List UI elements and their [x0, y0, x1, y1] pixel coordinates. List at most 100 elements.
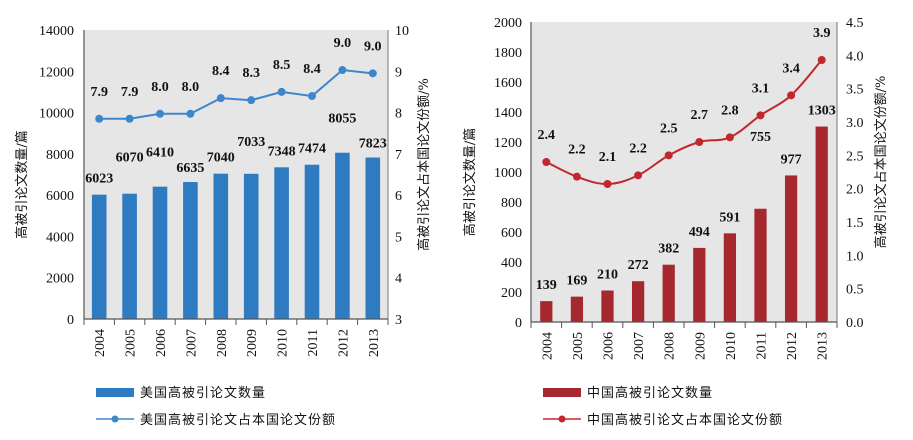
usa-bar-label: 6023 — [85, 172, 113, 187]
usa-share-label: 8.4 — [303, 62, 321, 77]
china-right-y-tick-label: 1.0 — [846, 249, 864, 264]
china-x-tick-label: 2007 — [632, 332, 647, 360]
usa-share-label: 8.4 — [212, 64, 230, 79]
usa-left-y-tick-label: 2000 — [46, 272, 74, 287]
china-bar-2008 — [662, 264, 675, 322]
china-share-label: 3.1 — [752, 81, 770, 96]
china-bar-2012 — [784, 175, 798, 322]
usa-share-point-2010 — [277, 87, 286, 96]
china-bar-label: 591 — [719, 210, 740, 225]
usa-x-tick-label: 2004 — [93, 329, 108, 357]
usa-bar-2007 — [183, 182, 198, 319]
china-share-label: 2.8 — [721, 103, 739, 118]
china-share-point-2010 — [725, 133, 734, 142]
usa-bar-label: 7040 — [207, 151, 235, 166]
usa-share-point-2013 — [368, 69, 377, 78]
china-share-label: 2.4 — [538, 128, 556, 143]
china-share-point-2013 — [817, 56, 826, 64]
usa-bar-2006 — [152, 186, 168, 319]
china-share-point-2004 — [542, 158, 551, 166]
usa-x-tick-label: 2010 — [276, 329, 291, 357]
usa-bar-2008 — [213, 173, 229, 319]
china-left-y-tick-label: 0 — [515, 316, 522, 331]
china-share-line — [545, 59, 823, 186]
china-bar-2006 — [601, 290, 614, 322]
china-bar-2011 — [754, 208, 767, 322]
china-legend-bar-swatch — [543, 388, 581, 397]
usa-bar-2005 — [122, 193, 137, 319]
china-bar-label: 169 — [566, 274, 587, 289]
china-legend-line-marker — [558, 415, 566, 423]
usa-right-y-tick-label: 5 — [395, 230, 402, 245]
china-bar-label: 139 — [536, 278, 557, 293]
usa-share-label: 7.9 — [121, 85, 139, 100]
china-left-y-tick-label: 800 — [501, 196, 522, 211]
usa-share-point-2006 — [156, 109, 164, 118]
usa-right-y-tick-label: 6 — [395, 189, 402, 204]
usa-left-y-tick-label: 14000 — [39, 24, 74, 39]
usa-left-y-tick-label: 8000 — [46, 148, 74, 163]
usa-bar-label: 6410 — [146, 146, 174, 161]
usa-bar-label: 7033 — [237, 135, 265, 150]
china-share-label: 2.2 — [629, 141, 647, 156]
usa-legend-bar-label: 美国高被引论文数量 — [140, 385, 266, 401]
china-bar-label: 272 — [628, 258, 649, 273]
usa-x-tick-label: 2005 — [124, 329, 139, 357]
china-share-point-2011 — [756, 111, 765, 120]
usa-share-point-2004 — [95, 114, 104, 123]
usa-left-axis-title: 高被引论文数量/篇 — [14, 130, 30, 238]
china-x-tick-label: 2009 — [693, 332, 708, 360]
usa-right-y-tick-label: 9 — [395, 65, 402, 80]
china-bar-label: 1303 — [808, 104, 836, 119]
usa-legend-line-marker — [111, 415, 119, 423]
china-share-label: 3.4 — [782, 61, 800, 76]
china-x-tick-label: 2005 — [571, 332, 586, 360]
china-right-y-tick-label: 4.0 — [846, 49, 864, 64]
china-bar-2009 — [693, 247, 706, 322]
china-x-tick-label: 2010 — [724, 332, 739, 360]
usa-x-tick-label: 2009 — [245, 329, 260, 357]
usa-share-label: 8.0 — [151, 80, 169, 95]
usa-share-point-2007 — [186, 109, 195, 118]
usa-share-point-2008 — [216, 94, 225, 103]
usa-left-y-tick-label: 12000 — [39, 65, 74, 80]
usa-left-y-tick-label: 10000 — [39, 107, 74, 122]
china-bar-2007 — [631, 281, 645, 322]
china-left-y-tick-label: 200 — [501, 286, 522, 301]
usa-bar-2011 — [304, 164, 320, 319]
usa-bar-2010 — [274, 167, 289, 319]
china-left-y-tick-label: 1800 — [494, 46, 522, 61]
china-x-tick-label: 2011 — [755, 332, 770, 359]
usa-x-tick-label: 2008 — [215, 329, 230, 357]
china-share-label: 2.7 — [691, 108, 709, 123]
usa-right-y-tick-label: 7 — [395, 148, 402, 163]
usa-share-label: 8.5 — [273, 58, 291, 73]
usa-share-line — [99, 69, 373, 120]
usa-left-y-tick-label: 6000 — [46, 189, 74, 204]
usa-x-tick-label: 2007 — [184, 329, 199, 357]
china-share-point-2007 — [634, 171, 643, 180]
usa-right-axis-title: 高被引论文占本国论文份额/% — [416, 78, 432, 251]
china-left-y-tick-label: 2000 — [494, 16, 522, 31]
china-share-point-2005 — [572, 172, 581, 181]
china-bar-label: 977 — [781, 152, 802, 167]
usa-bar-2012 — [335, 152, 350, 319]
china-bar-2013 — [815, 126, 828, 322]
china-right-y-tick-label: 3.5 — [846, 83, 864, 98]
usa-x-tick-label: 2012 — [336, 329, 351, 357]
usa-share-point-2011 — [308, 92, 316, 101]
usa-share-label: 9.0 — [334, 36, 352, 51]
china-bar-label: 755 — [750, 130, 771, 145]
china-share-label: 3.9 — [813, 26, 831, 41]
china-bar-label: 382 — [658, 242, 679, 257]
china-x-tick-label: 2013 — [816, 332, 831, 360]
china-x-tick-label: 2008 — [663, 332, 678, 360]
usa-bar-label: 6070 — [116, 151, 144, 166]
china-left-y-tick-label: 600 — [501, 226, 522, 241]
china-bar-2004 — [540, 301, 553, 322]
usa-x-tick-label: 2006 — [154, 329, 169, 357]
china-right-y-tick-label: 4.5 — [846, 16, 864, 31]
usa-bar-label: 7348 — [268, 144, 296, 159]
usa-right-y-tick-label: 3 — [395, 313, 402, 328]
